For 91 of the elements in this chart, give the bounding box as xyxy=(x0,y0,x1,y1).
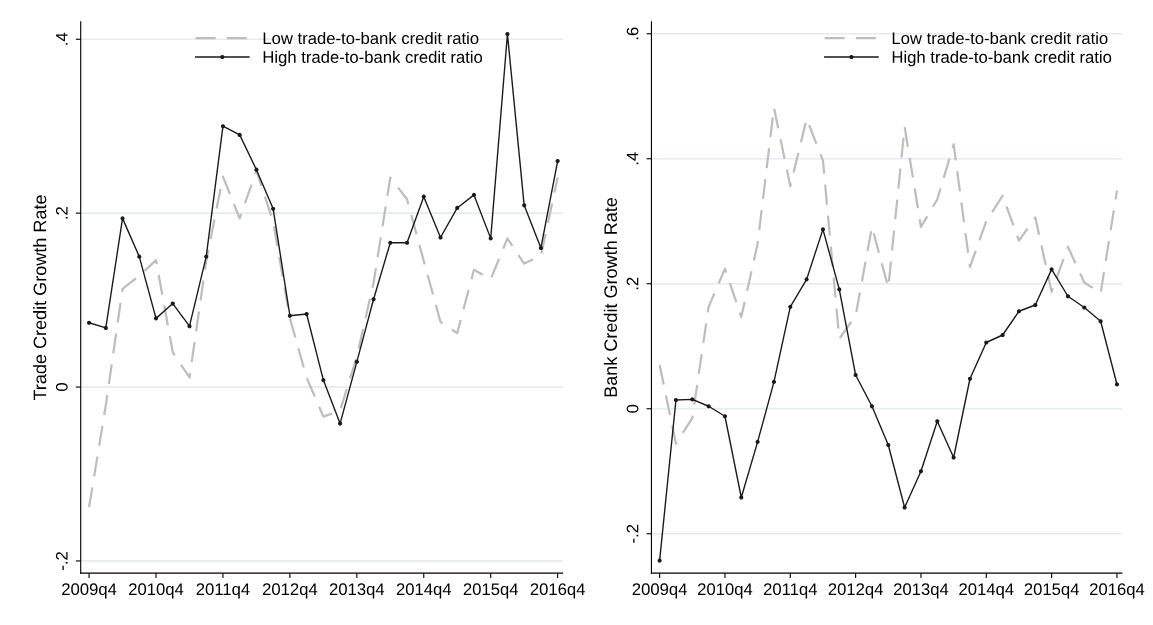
point xyxy=(853,372,858,378)
y-tick-label: .2 xyxy=(626,277,639,290)
x-tick-label: 2015q4 xyxy=(1024,583,1079,599)
legend-label: Low trade-to-bank credit ratio xyxy=(263,31,479,45)
point xyxy=(304,311,309,317)
line-series xyxy=(658,106,1119,445)
y-axis-title: Bank Credit Growth Rate xyxy=(603,197,618,397)
y-tick-label: .4 xyxy=(56,32,68,45)
point xyxy=(951,455,956,460)
x-tick-label: 2009q4 xyxy=(62,583,117,599)
point xyxy=(455,205,460,211)
point xyxy=(869,404,875,409)
y-tick-label: .4 xyxy=(626,152,639,165)
x-tick-label: 2016q4 xyxy=(1090,583,1145,599)
x-tick-label: 2012q4 xyxy=(828,583,883,599)
point xyxy=(522,203,527,208)
x-tick-label: 2012q4 xyxy=(262,583,318,599)
point xyxy=(1000,332,1005,338)
x-tick-label: 2013q4 xyxy=(893,583,949,599)
y-tick-label: .2 xyxy=(55,207,68,219)
x-tick-label: 2009q4 xyxy=(632,583,687,599)
point xyxy=(438,235,443,240)
x-tick-label: 2010q4 xyxy=(129,583,184,599)
legend-label: Low trade-to-bank credit ratio xyxy=(892,31,1108,45)
point xyxy=(555,158,560,164)
y-tick-label: 0 xyxy=(55,383,68,392)
point xyxy=(1016,309,1022,314)
point xyxy=(254,167,259,172)
point xyxy=(918,469,924,474)
x-tick-label: 2010q4 xyxy=(697,583,753,599)
x-tick-label: 2014q4 xyxy=(396,583,452,599)
point xyxy=(1033,302,1038,308)
x-tick-label: 2015q4 xyxy=(463,583,519,599)
point xyxy=(421,194,426,199)
point xyxy=(187,324,192,329)
point xyxy=(237,132,242,137)
point xyxy=(820,227,826,232)
point xyxy=(338,421,343,426)
point xyxy=(739,495,744,500)
point xyxy=(505,31,510,37)
y-axis-title: Trade Credit Growth Rate xyxy=(33,195,47,401)
y-tick-label: .6 xyxy=(626,27,639,40)
point xyxy=(722,414,728,419)
point xyxy=(321,378,326,383)
x-tick-label: 2014q4 xyxy=(959,583,1014,599)
point xyxy=(204,254,209,259)
x-tick-label: 2016q4 xyxy=(530,583,585,599)
point xyxy=(287,313,292,318)
legend-label: High trade-to-bank credit ratio xyxy=(263,50,483,67)
point xyxy=(706,404,711,409)
y-tick-label: -.2 xyxy=(55,552,68,570)
point xyxy=(153,316,159,321)
point xyxy=(137,254,142,259)
line-series xyxy=(87,169,559,509)
point xyxy=(886,442,891,448)
point xyxy=(538,245,543,251)
point xyxy=(220,124,226,129)
point xyxy=(388,240,393,245)
point xyxy=(271,206,276,211)
point xyxy=(120,216,125,221)
point xyxy=(404,240,410,245)
point xyxy=(837,287,842,292)
point xyxy=(1049,267,1054,272)
point xyxy=(935,419,940,424)
point xyxy=(771,379,777,384)
point xyxy=(690,397,695,402)
point xyxy=(471,192,477,197)
point xyxy=(103,325,108,331)
point xyxy=(902,505,907,510)
y-tick-label: -.2 xyxy=(626,524,639,543)
point xyxy=(86,320,92,325)
point xyxy=(1098,319,1103,324)
y-tick-label: 0 xyxy=(626,404,639,413)
point xyxy=(170,301,175,306)
point xyxy=(673,397,679,403)
point xyxy=(1065,294,1071,299)
legend-label: High trade-to-bank credit ratio xyxy=(892,50,1112,67)
point xyxy=(967,376,973,381)
point xyxy=(1114,382,1120,387)
x-tick-label: 2011q4 xyxy=(763,583,817,599)
point xyxy=(984,340,989,345)
point xyxy=(788,304,793,309)
point xyxy=(488,236,493,241)
point xyxy=(804,277,809,282)
x-tick-label: 2013q4 xyxy=(329,583,385,599)
x-tick-label: 2011q4 xyxy=(196,583,250,599)
point xyxy=(371,297,376,302)
point xyxy=(657,558,662,563)
point xyxy=(1082,305,1087,310)
point xyxy=(755,439,760,444)
point xyxy=(354,359,359,364)
